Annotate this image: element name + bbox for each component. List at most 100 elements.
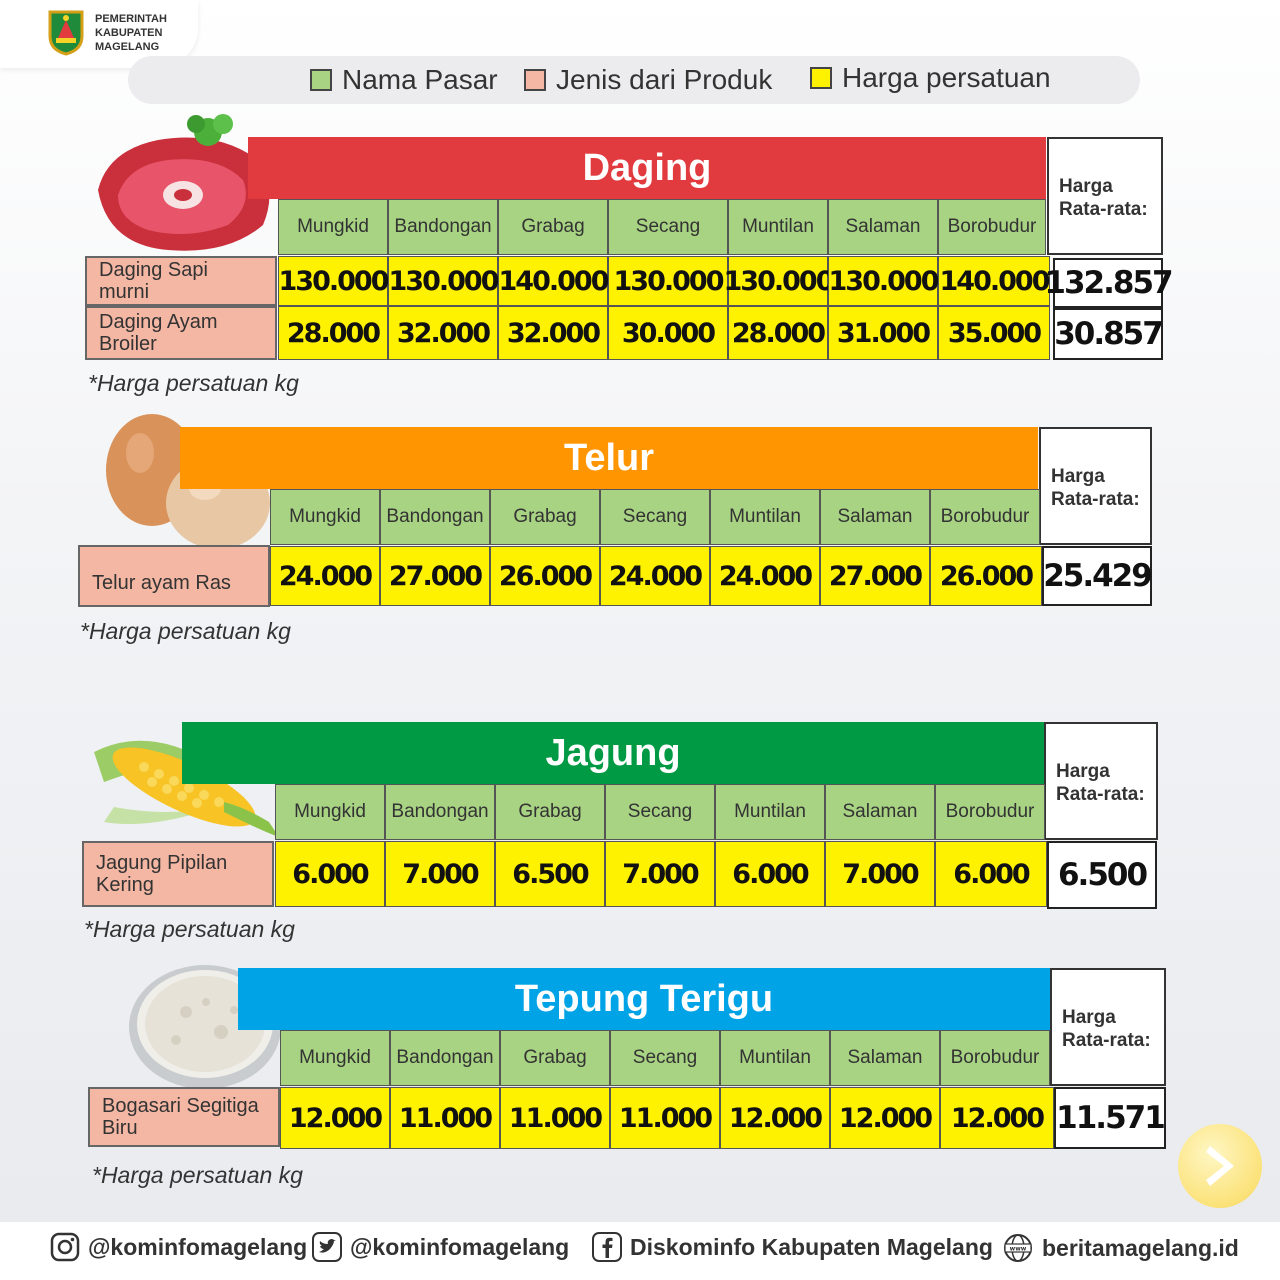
market-secang: Secang: [605, 784, 715, 840]
footer-instagram[interactable]: @kominfomagelang: [50, 1232, 307, 1262]
price-cell: 12.000: [940, 1087, 1054, 1149]
price-cell: 28.000: [728, 306, 828, 360]
market-grabag: Grabag: [490, 489, 600, 545]
market-grabag: Grabag: [500, 1030, 610, 1086]
price-cell: 130.000: [724, 256, 835, 306]
market-borobudur: Borobudur: [935, 784, 1045, 840]
market-secang: Secang: [608, 199, 728, 255]
footer-label: @kominfomagelang: [350, 1233, 570, 1260]
flour-icon: [129, 965, 281, 1089]
section-title-jagung: Jagung: [182, 722, 1044, 784]
market-mungkid: Mungkid: [270, 489, 380, 545]
chevron-right-icon: [1206, 1146, 1234, 1186]
footer-label: beritamagelang.id: [1042, 1234, 1239, 1261]
market-salaman: Salaman: [830, 1030, 940, 1086]
footer-label: Diskominfo Kabupaten Magelang: [630, 1233, 993, 1260]
market-bandongan: Bandongan: [388, 199, 498, 255]
svg-text:www: www: [1010, 1246, 1027, 1253]
section-title-daging: Daging: [248, 137, 1046, 199]
legend-label: Harga persatuan: [842, 62, 1051, 93]
footer-facebook[interactable]: Diskominfo Kabupaten Magelang: [592, 1232, 993, 1262]
market-grabag: Grabag: [498, 199, 608, 255]
unit-note: *Harga persatuan kg: [84, 916, 295, 942]
price-cell: 24.000: [600, 546, 710, 606]
web-icon: www: [1004, 1234, 1032, 1262]
product-label: Daging Ayam Broiler: [85, 306, 277, 360]
legend-item-price: Harga persatuan: [810, 62, 1051, 94]
price-cell: 24.000: [270, 546, 380, 606]
avg-header-line: Harga: [1059, 176, 1113, 197]
price-cell: 140.000: [938, 256, 1050, 306]
price-cell: 6.500: [495, 841, 605, 907]
magelang-emblem-icon: [48, 10, 84, 56]
section-title-telur: Telur: [180, 427, 1038, 489]
price-cell: 7.000: [385, 841, 495, 907]
product-label: Telur ayam Ras: [78, 545, 270, 607]
market-borobudur: Borobudur: [930, 489, 1040, 545]
price-cell: 32.000: [388, 306, 498, 360]
price-cell: 26.000: [930, 546, 1042, 606]
average-value: 11.571: [1054, 1087, 1166, 1149]
market-bandongan: Bandongan: [380, 489, 490, 545]
market-salaman: Salaman: [820, 489, 930, 545]
avg-header-line: Harga: [1062, 1007, 1116, 1028]
avg-header: Harga Rata-rata:: [1039, 427, 1152, 545]
instagram-icon: [50, 1232, 80, 1262]
price-cell: 31.000: [828, 306, 938, 360]
price-cell: 12.000: [280, 1087, 390, 1149]
market-salaman: Salaman: [828, 199, 938, 255]
market-muntilan: Muntilan: [710, 489, 820, 545]
price-cell: 130.000: [388, 256, 500, 306]
market-mungkid: Mungkid: [275, 784, 385, 840]
price-cell: 130.000: [278, 256, 390, 306]
average-value: 25.429: [1042, 546, 1153, 606]
next-page-button[interactable]: [1178, 1124, 1262, 1208]
facebook-icon: [592, 1232, 622, 1262]
average-value: 6.500: [1047, 841, 1157, 909]
legend-label: Jenis dari Produk: [556, 64, 773, 95]
price-cell: 6.000: [935, 841, 1047, 907]
average-value: 132.857: [1044, 258, 1174, 308]
market-mungkid: Mungkid: [280, 1030, 390, 1086]
market-bandongan: Bandongan: [390, 1030, 500, 1086]
market-muntilan: Muntilan: [728, 199, 828, 255]
avg-header-line: Rata-rata:: [1056, 784, 1145, 805]
footer-label: @kominfomagelang: [88, 1233, 308, 1260]
price-cell: 32.000: [498, 306, 608, 360]
avg-header: Harga Rata-rata:: [1050, 968, 1166, 1086]
market-borobudur: Borobudur: [940, 1030, 1050, 1086]
avg-header-line: Harga: [1051, 466, 1105, 487]
market-muntilan: Muntilan: [720, 1030, 830, 1086]
avg-header: Harga Rata-rata:: [1044, 722, 1158, 840]
unit-note: *Harga persatuan kg: [88, 370, 299, 396]
market-borobudur: Borobudur: [938, 199, 1046, 255]
product-label: Jagung Pipilan Kering: [82, 841, 274, 907]
footer-twitter[interactable]: @kominfomagelang: [312, 1232, 569, 1262]
price-cell: 35.000: [938, 306, 1050, 360]
price-cell: 27.000: [380, 546, 490, 606]
meat-icon: [98, 114, 270, 251]
logo-line: MAGELANG: [95, 41, 160, 53]
legend-label: Nama Pasar: [342, 64, 498, 95]
footer-website[interactable]: www beritamagelang.id: [1002, 1232, 1239, 1264]
market-secang: Secang: [600, 489, 710, 545]
avg-header: Harga Rata-rata:: [1047, 137, 1163, 255]
price-cell: 7.000: [605, 841, 715, 907]
product-label: Bogasari Segitiga Biru: [88, 1087, 280, 1147]
price-cell: 140.000: [498, 256, 610, 306]
avg-header-line: Harga: [1056, 761, 1110, 782]
price-cell: 27.000: [820, 546, 930, 606]
market-salaman: Salaman: [825, 784, 935, 840]
header-logo-card: PEMERINTAH KABUPATEN MAGELANG: [0, 0, 198, 68]
price-cell: 11.000: [500, 1087, 610, 1149]
price-cell: 12.000: [830, 1087, 940, 1149]
price-cell: 24.000: [710, 546, 820, 606]
legend-item-product: Jenis dari Produk: [524, 64, 772, 96]
price-cell: 130.000: [608, 256, 728, 306]
avg-header-line: Rata-rata:: [1062, 1030, 1151, 1051]
price-cell: 7.000: [825, 841, 935, 907]
price-cell: 11.000: [390, 1087, 500, 1149]
unit-note: *Harga persatuan kg: [80, 618, 291, 644]
price-cell: 12.000: [720, 1087, 830, 1149]
price-cell: 11.000: [610, 1087, 720, 1149]
